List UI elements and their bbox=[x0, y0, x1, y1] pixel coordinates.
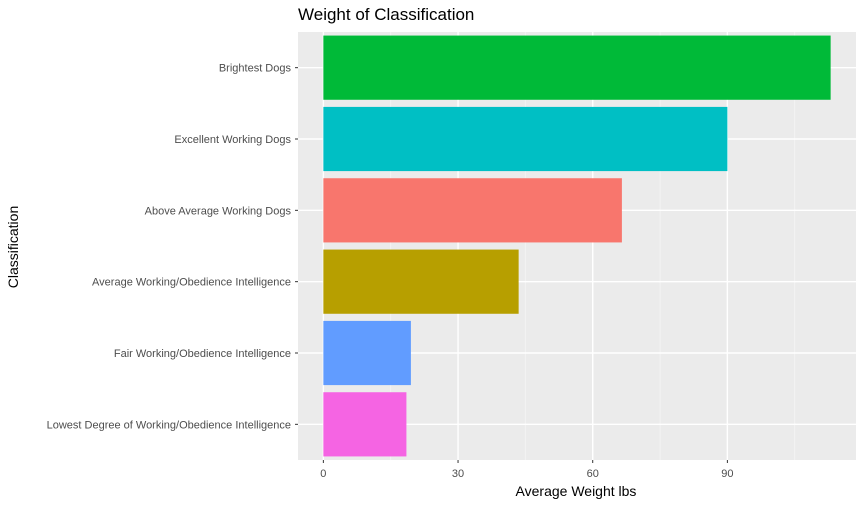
minor-gridlines bbox=[390, 32, 796, 460]
bar bbox=[323, 35, 831, 100]
bar bbox=[323, 106, 728, 172]
y-axis-title: Classification bbox=[5, 206, 21, 288]
bars bbox=[323, 35, 831, 457]
x-tick-label: 60 bbox=[587, 468, 599, 480]
y-tick-label: Brightest Dogs bbox=[219, 63, 292, 75]
x-tick-label: 30 bbox=[452, 468, 464, 480]
x-tick-label: 0 bbox=[320, 468, 326, 480]
chart-title: Weight of Classification bbox=[298, 5, 474, 24]
x-axis-title: Average Weight lbs bbox=[516, 483, 637, 499]
bar bbox=[323, 249, 519, 314]
x-tick-label: 90 bbox=[721, 468, 733, 480]
y-tick-label: Above Average Working Dogs bbox=[145, 205, 292, 217]
y-tick-label: Excellent Working Dogs bbox=[174, 134, 291, 146]
x-axis: 0 30 60 90 bbox=[320, 460, 734, 480]
y-tick-label: Fair Working/Obedience Intelligence bbox=[114, 348, 291, 360]
y-axis: Brightest Dogs Excellent Working Dogs Abov… bbox=[47, 63, 298, 431]
y-tick-label: Average Working/Obedience Intelligence bbox=[92, 277, 291, 289]
bar bbox=[323, 178, 622, 243]
bar bbox=[323, 392, 407, 457]
y-tick-label: Lowest Degree of Working/Obedience Intel… bbox=[47, 419, 291, 431]
bar bbox=[323, 320, 411, 386]
